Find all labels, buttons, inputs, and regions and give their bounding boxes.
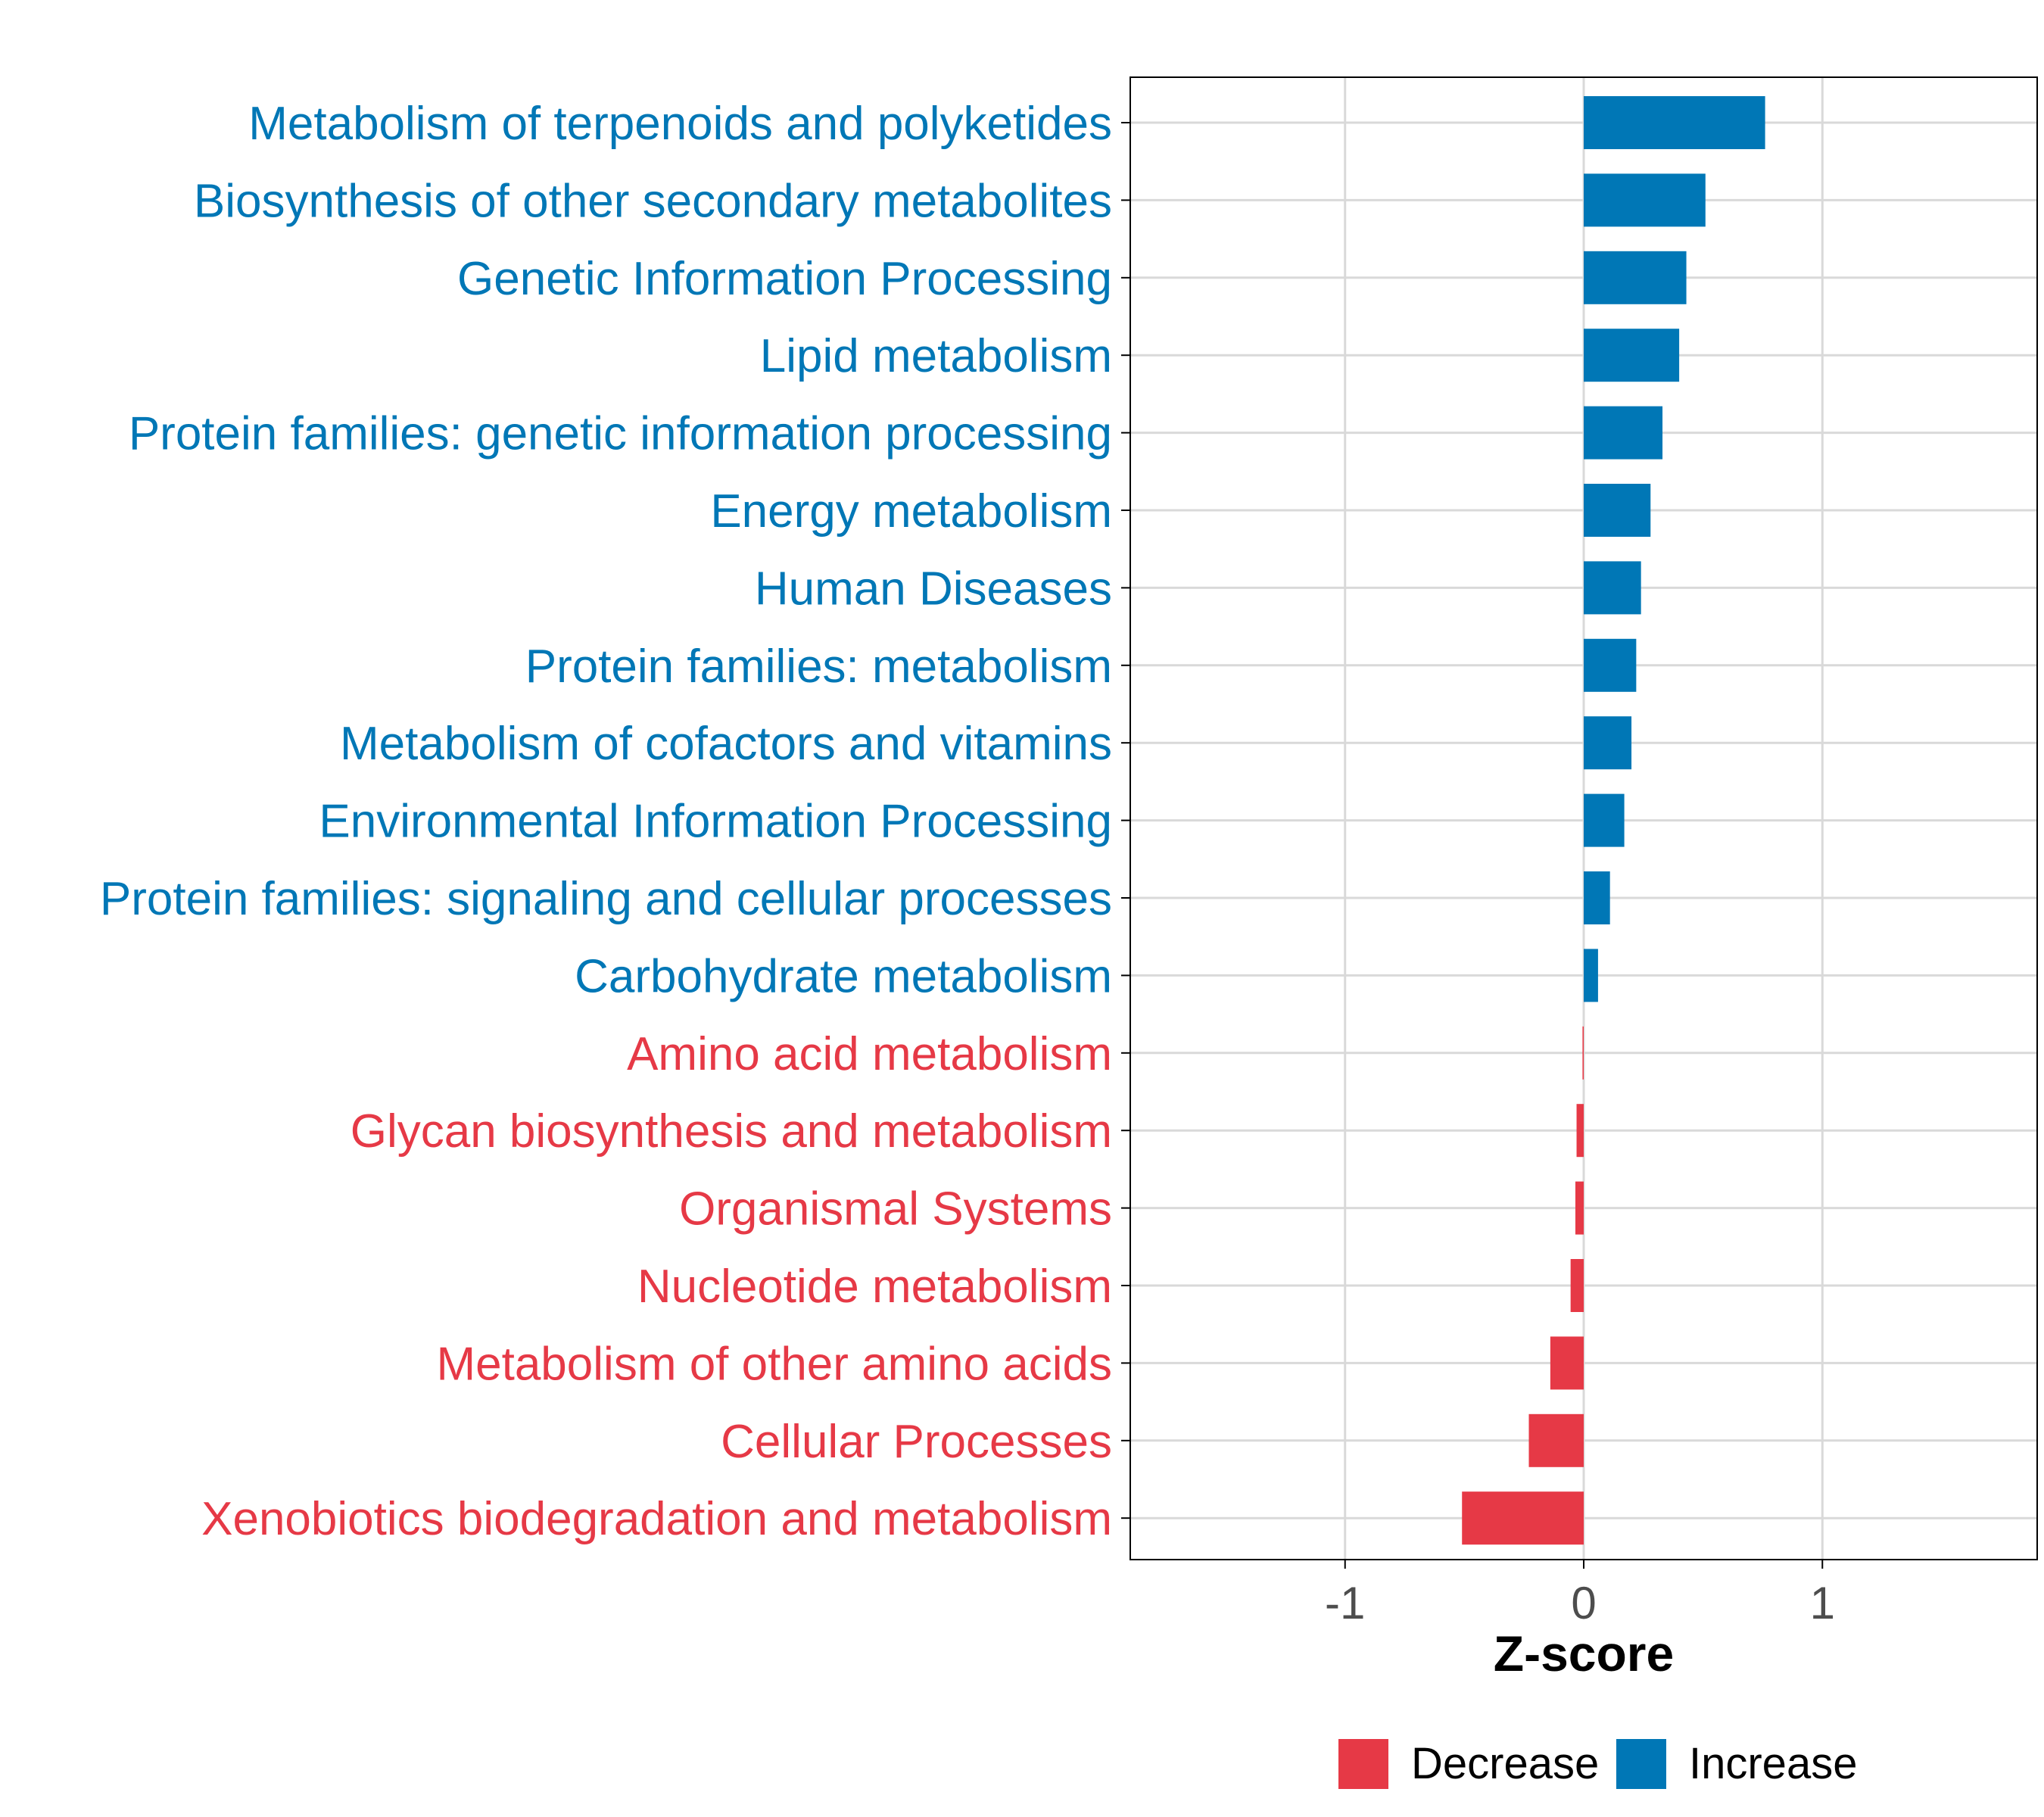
y-tick-label: Metabolism of terpenoids and polyketides — [248, 98, 1112, 150]
bar — [1584, 949, 1598, 1002]
legend-key-increase — [1616, 1739, 1666, 1789]
bar — [1584, 484, 1651, 537]
bar — [1462, 1491, 1584, 1545]
y-tick-label: Carbohydrate metabolism — [575, 950, 1112, 1002]
x-tick-label: -1 — [1325, 1578, 1365, 1628]
legend-key-decrease — [1338, 1739, 1388, 1789]
x-axis: -1 0 1 — [1325, 1560, 1835, 1628]
bar — [1528, 1413, 1584, 1467]
y-tick-label: Nucleotide metabolism — [637, 1261, 1112, 1313]
bar — [1584, 716, 1632, 770]
bar — [1584, 329, 1680, 382]
bar — [1584, 638, 1637, 692]
bar — [1576, 1104, 1584, 1158]
legend-label-increase: Increase — [1689, 1739, 1857, 1788]
y-tick-label: Metabolism of other amino acids — [436, 1338, 1112, 1390]
bar — [1575, 1181, 1584, 1235]
bar — [1550, 1336, 1584, 1390]
y-tick-label: Cellular Processes — [721, 1416, 1112, 1468]
y-tick-label: Genetic Information Processing — [457, 253, 1112, 305]
y-tick-label: Energy metabolism — [710, 485, 1112, 538]
bar — [1584, 96, 1765, 149]
y-tick-label: Amino acid metabolism — [627, 1028, 1112, 1080]
y-axis: Metabolism of terpenoids and polyketides… — [100, 98, 1130, 1545]
bar — [1584, 871, 1610, 924]
x-tick-label: 1 — [1810, 1578, 1835, 1628]
y-tick-label: Protein families: signaling and cellular… — [100, 873, 1112, 925]
bar — [1584, 793, 1625, 847]
bar — [1584, 173, 1706, 227]
y-tick-label: Glycan biosynthesis and metabolism — [351, 1105, 1112, 1158]
y-tick-label: Organismal Systems — [679, 1183, 1112, 1236]
bar — [1584, 406, 1663, 460]
bars — [1462, 96, 1765, 1545]
legend-label-decrease: Decrease — [1411, 1739, 1599, 1788]
y-tick-label: Environmental Information Processing — [319, 796, 1112, 848]
bar — [1584, 561, 1641, 615]
y-tick-label: Human Diseases — [755, 563, 1112, 615]
y-tick-label: Lipid metabolism — [760, 330, 1112, 382]
bar — [1570, 1259, 1584, 1312]
y-tick-label: Protein families: genetic information pr… — [129, 408, 1112, 460]
x-axis-title: Z-score — [1494, 1625, 1674, 1681]
legend: Decrease Increase — [1338, 1739, 1857, 1789]
y-tick-label: Metabolism of cofactors and vitamins — [340, 718, 1112, 770]
x-tick-label: 0 — [1571, 1578, 1596, 1628]
y-tick-label: Protein families: metabolism — [525, 640, 1112, 693]
y-tick-label: Xenobiotics biodegradation and metabolis… — [201, 1493, 1112, 1545]
bar — [1582, 1026, 1584, 1080]
y-tick-label: Biosynthesis of other secondary metaboli… — [194, 175, 1112, 227]
bar — [1584, 251, 1687, 304]
